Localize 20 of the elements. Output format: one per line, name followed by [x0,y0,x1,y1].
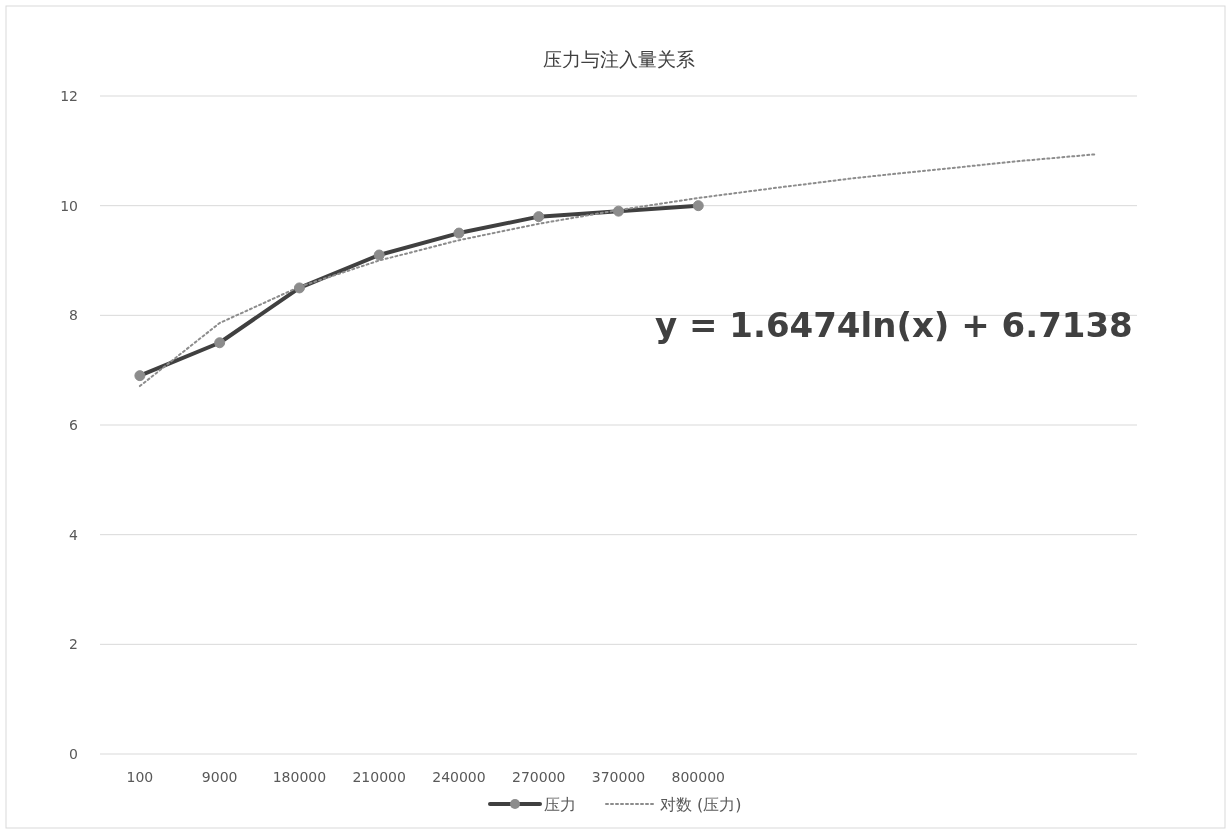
legend-label: 对数 (压力) [660,795,742,814]
x-tick-label: 240000 [432,769,486,785]
y-tick-label: 4 [69,526,79,543]
y-tick-label: 6 [69,417,79,433]
y-tick-label: 10 [60,197,78,214]
x-tick-label: 210000 [352,769,406,785]
y-tick-label: 8 [69,307,78,324]
x-tick-label: 370000 [591,769,646,785]
x-tick-label: 800000 [671,769,725,785]
y-tick-label: 12 [60,88,78,104]
x-tick-label: 100 [126,769,154,785]
point [613,205,624,217]
x-tick-label: 180000 [272,769,327,785]
y-tick-label: 0 [69,746,78,762]
x-tick-label: 270000 [512,769,566,785]
y-tick-label: 2 [69,636,78,653]
chart-title: 压力与注入量关系 [542,48,695,70]
x-tick-label: 9000 [201,769,238,785]
annotation: y = 1.6474ln(x) + 6.7138 [655,305,1133,345]
legend-label: 压力 [544,795,576,814]
